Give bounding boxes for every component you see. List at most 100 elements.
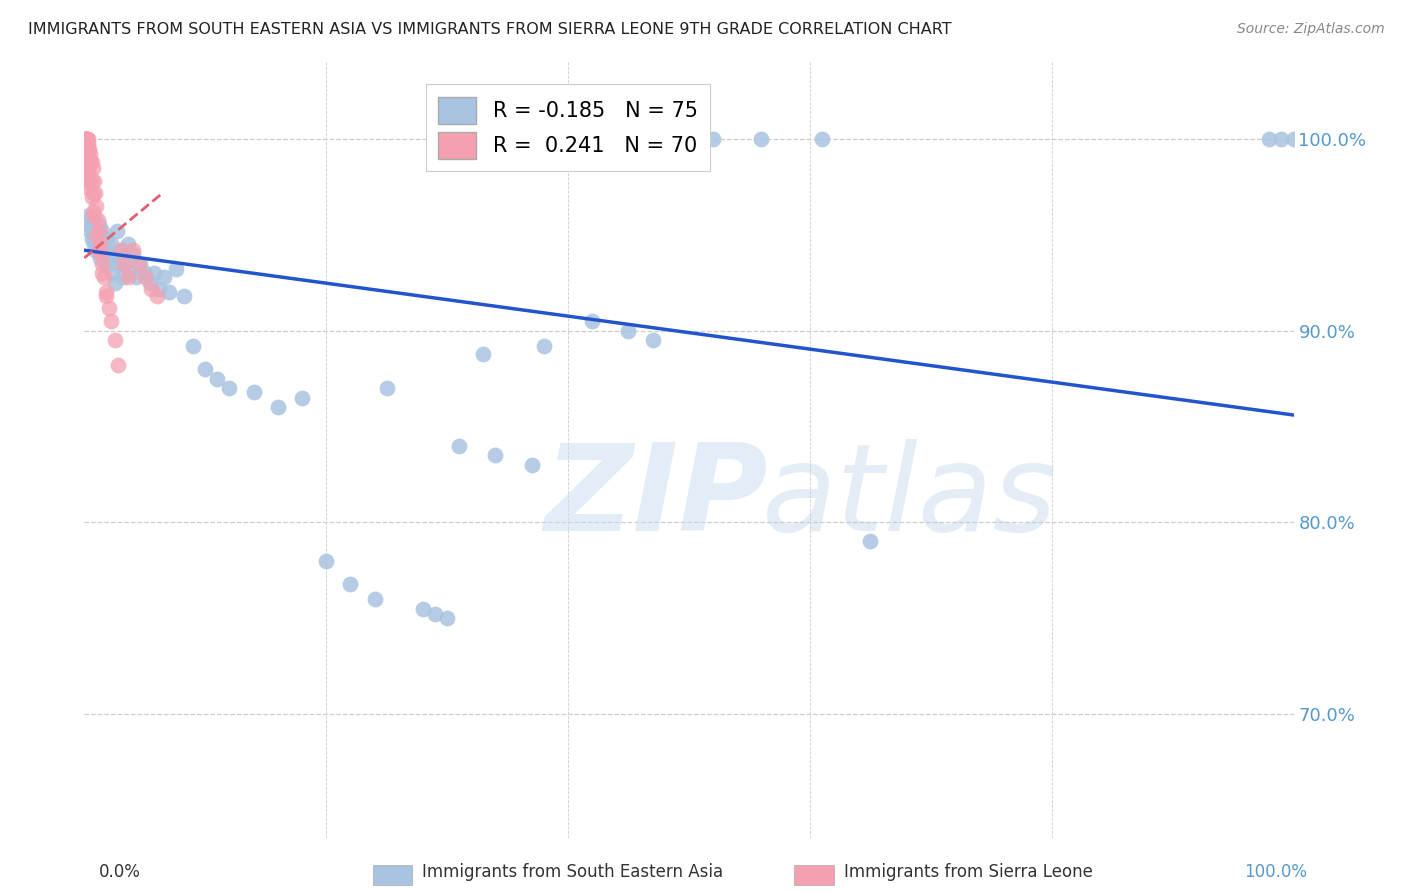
Point [75,132,97,146]
Point [423,607,446,622]
Point [89,251,111,265]
Point [79,147,101,161]
Point [617,324,640,338]
Point [114,257,136,271]
Point [75,174,97,188]
Point [86,227,108,242]
Point [87,244,110,258]
Point [82,186,104,200]
Point [120,266,142,280]
Point [1282,132,1305,146]
Point [75,132,97,146]
Point [80,155,103,169]
Text: Source: ZipAtlas.com: Source: ZipAtlas.com [1237,22,1385,37]
Point [77,151,100,165]
Point [86,212,108,227]
Point [79,174,101,188]
Point [121,247,143,261]
Point [90,247,112,261]
Point [77,212,100,227]
Point [91,257,114,271]
Point [84,186,107,200]
Text: Immigrants from Sierra Leone: Immigrants from Sierra Leone [844,863,1092,881]
Point [94,232,117,246]
Point [121,244,143,258]
Point [117,270,139,285]
Point [104,276,127,290]
Text: Immigrants from South Eastern Asia: Immigrants from South Eastern Asia [422,863,723,881]
Text: 0.0%: 0.0% [98,863,141,881]
Point [96,257,118,271]
Point [94,289,117,303]
Point [75,132,97,146]
Point [75,161,97,175]
Point [1258,132,1281,146]
Point [436,611,458,625]
Point [315,554,337,568]
Point [484,448,506,462]
Point [125,270,148,285]
Point [112,270,135,285]
Point [218,381,240,395]
Point [581,314,603,328]
Point [101,266,124,280]
Point [339,576,361,591]
Point [242,384,264,399]
Point [77,161,100,175]
Point [520,458,543,472]
Point [134,270,156,285]
Point [412,601,434,615]
Point [449,439,471,453]
Point [76,151,98,165]
Point [75,132,97,146]
Point [103,251,125,265]
Point [75,147,97,161]
Point [75,142,97,156]
Point [267,401,290,415]
Point [105,224,128,238]
Point [93,247,115,261]
Point [146,289,169,303]
Point [77,219,100,233]
Point [83,209,105,223]
Point [291,391,314,405]
Point [194,362,217,376]
Point [84,244,107,258]
Point [139,281,162,295]
Point [472,347,495,361]
Text: 100.0%: 100.0% [1244,863,1308,881]
Point [143,266,166,280]
Point [75,136,97,150]
Point [75,151,97,165]
Point [79,224,101,238]
Point [79,155,101,169]
Point [533,339,555,353]
Point [86,199,108,213]
Point [75,137,97,152]
Point [80,174,103,188]
Point [173,289,195,303]
Point [110,244,132,258]
Point [110,244,132,258]
Point [100,237,122,252]
Point [117,237,139,252]
Point [75,145,97,160]
Point [97,247,120,261]
Point [77,142,100,156]
Point [751,132,773,146]
Point [94,285,117,300]
Point [77,132,100,146]
Point [107,358,129,372]
Point [89,237,111,252]
Point [82,227,104,242]
Point [82,205,104,219]
Point [75,170,97,185]
Point [87,219,110,233]
Point [90,241,112,255]
Point [91,266,114,280]
Point [128,257,150,271]
Point [93,270,115,285]
Point [82,161,104,175]
Point [83,174,105,188]
Point [80,232,103,246]
